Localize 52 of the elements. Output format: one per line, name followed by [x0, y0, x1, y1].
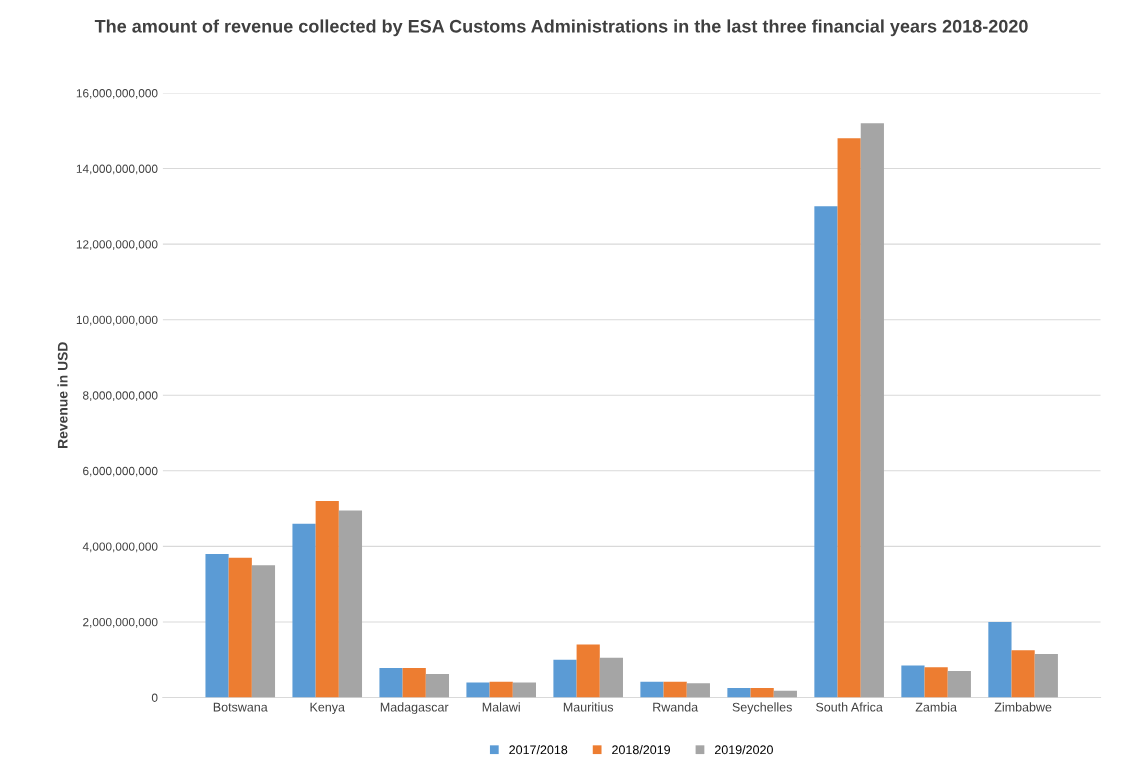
- y-tick-label: 10,000,000,000: [76, 315, 158, 326]
- bar: [338, 510, 363, 698]
- y-axis-title: Revenue in USD: [57, 342, 68, 448]
- bar: [402, 668, 426, 698]
- bar: [292, 523, 316, 698]
- legend-label: 2019/2020: [714, 745, 773, 755]
- bar: [251, 565, 276, 698]
- bar: [814, 206, 838, 698]
- bar: [599, 657, 623, 698]
- y-tick-label: 14,000,000,000: [76, 164, 158, 175]
- x-tick-label: Zimbabwe: [994, 702, 1052, 712]
- y-tick-label: 4,000,000,000: [82, 542, 158, 553]
- bar: [686, 683, 710, 698]
- bar: [860, 123, 884, 698]
- bar: [750, 688, 774, 698]
- bar: [466, 682, 490, 698]
- bar: [663, 681, 687, 698]
- bar: [512, 682, 536, 698]
- x-tick-label: South Africa: [816, 702, 883, 712]
- x-tick-label: Zambia: [915, 702, 957, 712]
- y-tick-label: 6,000,000,000: [83, 466, 158, 477]
- bar: [379, 668, 403, 698]
- bar: [228, 557, 252, 698]
- bar: [489, 681, 513, 698]
- y-tick-label: 8,000,000,000: [83, 391, 158, 402]
- y-tick-label: 0: [151, 693, 158, 702]
- bar: [947, 671, 971, 698]
- bar: [1011, 650, 1035, 698]
- x-tick-label: Malawi: [482, 702, 520, 712]
- bar: [640, 681, 664, 698]
- bar: [1034, 654, 1058, 698]
- y-tick-label: 2,000,000,000: [83, 617, 158, 628]
- bar: [901, 665, 925, 698]
- x-tick-label: Seychelles: [732, 702, 792, 715]
- bar: [576, 644, 600, 698]
- x-tick-label: Kenya: [310, 702, 345, 715]
- legend-label: 2018/2019: [612, 745, 671, 755]
- bar: [425, 674, 450, 698]
- chart-title: The amount of revenue collected by ESA Customs Administrations in the last three financial years 2018-2020: [94, 19, 1028, 37]
- bar: [205, 553, 229, 698]
- x-tick-label: Madagascar: [380, 702, 449, 715]
- y-tick-label: 16,000,000,000: [76, 89, 158, 99]
- bar: [553, 659, 577, 698]
- bar: [727, 688, 751, 698]
- y-tick-label: 12,000,000,000: [76, 240, 158, 250]
- bar: [837, 138, 861, 698]
- x-tick-label: Botswana: [213, 702, 268, 712]
- legend-label: 2017/2018: [509, 745, 568, 755]
- bar: [315, 501, 339, 698]
- bar: [924, 667, 948, 698]
- x-tick-label: Rwanda: [653, 702, 699, 712]
- x-tick-label: Mauritius: [563, 702, 614, 712]
